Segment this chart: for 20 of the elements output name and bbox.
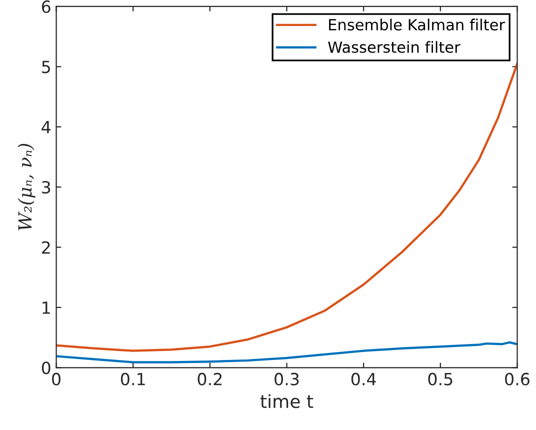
y-tick-label: 2 bbox=[42, 241, 50, 254]
x-tick-label: 0 bbox=[52, 372, 60, 386]
x-tick-label: 0.2 bbox=[198, 372, 222, 386]
x-axis-title: time t bbox=[260, 394, 314, 408]
y-tick-label: 6 bbox=[42, 0, 50, 14]
y-tick-label: 1 bbox=[42, 302, 50, 314]
line-series bbox=[56, 62, 518, 352]
x-tick-label: 0.5 bbox=[428, 372, 452, 386]
y-tick-label: 5 bbox=[42, 60, 50, 74]
y-tick-label: 4 bbox=[42, 121, 50, 134]
y-tick-label: 3 bbox=[42, 181, 50, 194]
x-tick-label: 0.3 bbox=[274, 372, 299, 386]
x-tick-label: 0.6 bbox=[505, 372, 530, 386]
x-tick-label: 0.4 bbox=[351, 372, 376, 386]
line-series bbox=[56, 341, 518, 364]
legend-label: Ensemble Kalman filter bbox=[329, 18, 506, 30]
y-tick-label: 0 bbox=[42, 362, 50, 374]
y-axis-title: W₂(μₙ, νₙ) bbox=[18, 144, 36, 230]
x-tick-label: 0.1 bbox=[120, 372, 145, 386]
legend-label: Wasserstein filter bbox=[328, 41, 460, 53]
